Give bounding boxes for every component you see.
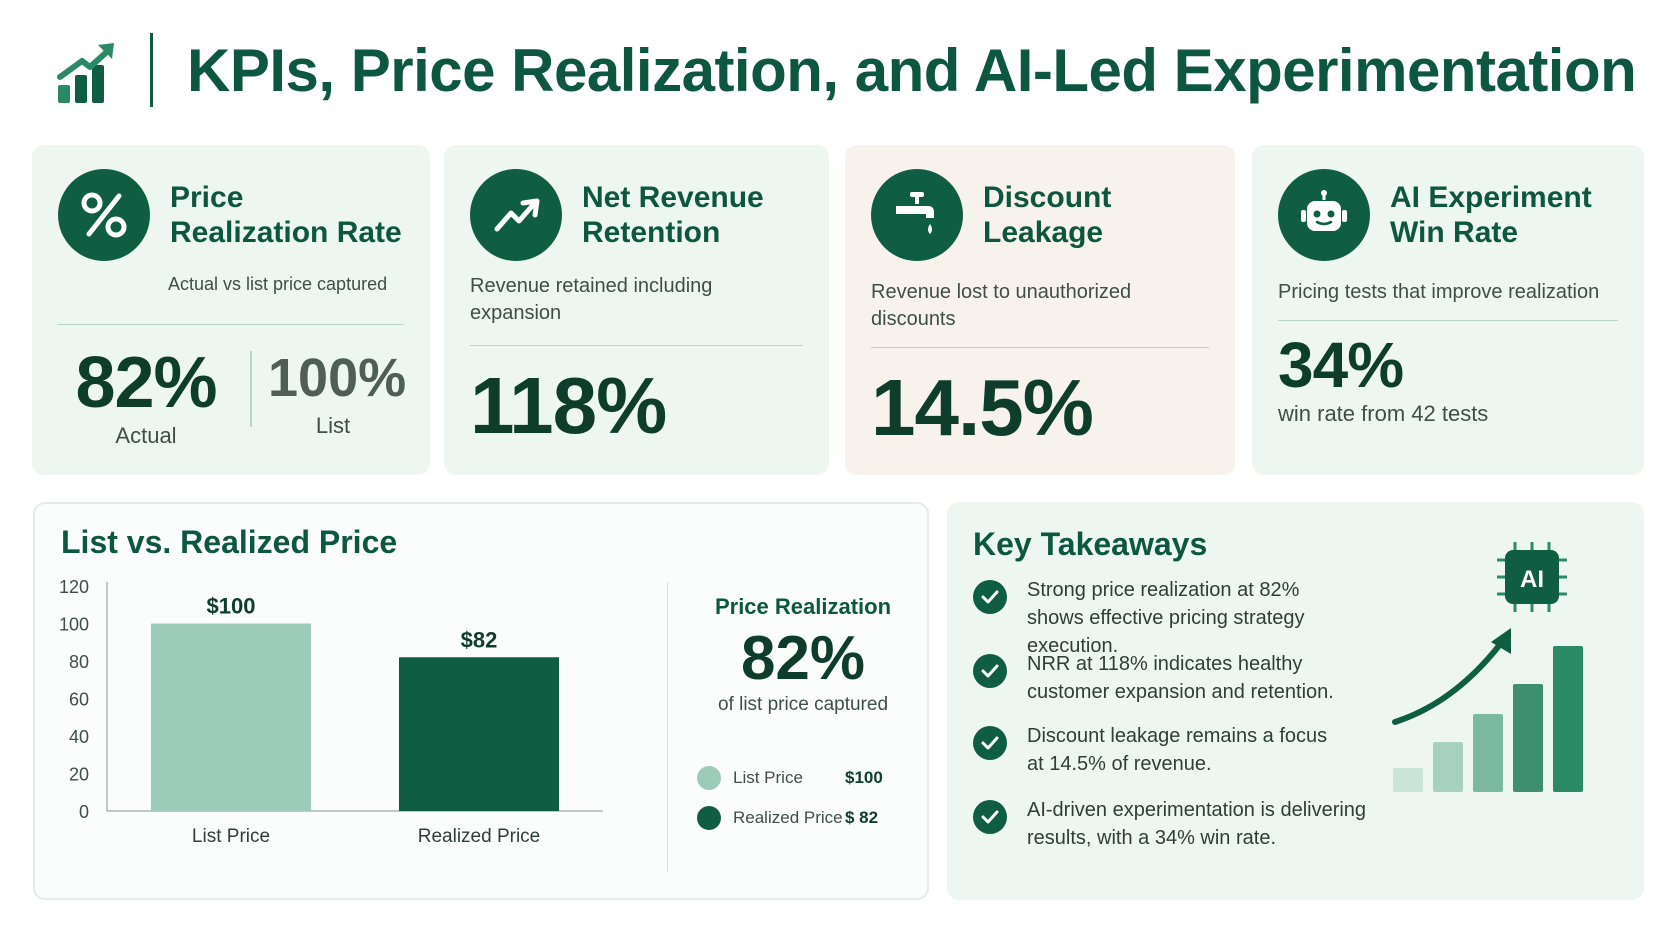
y-tick-label: 0: [79, 802, 89, 822]
ai-chip-icon: AI: [1497, 542, 1567, 612]
check-icon: [973, 800, 1007, 834]
robot-icon: [1278, 169, 1370, 261]
takeaways-title: Key Takeaways: [973, 526, 1208, 562]
nrr-value: 118%: [470, 361, 667, 450]
bar: [399, 657, 559, 811]
list-label: List: [315, 413, 351, 438]
page-title: KPIs, Price Realization, and AI-Led Expe…: [187, 36, 1637, 104]
list-value: 100%: [268, 348, 407, 408]
y-tick-label: 80: [69, 652, 89, 672]
ai-badge-label: AI: [1520, 566, 1544, 593]
takeaway-line: NRR at 118% indicates healthy: [1027, 653, 1303, 675]
kpi-card-price-realization: Price Realization Rate Actual vs list pr…: [32, 145, 430, 475]
summary-box: Price Realization 82% of list price capt…: [695, 594, 911, 716]
legend-swatch: [697, 766, 721, 790]
kpi-divider: [1278, 320, 1618, 321]
takeaways-panel: Key Takeaways Strong price realization a…: [947, 502, 1644, 900]
check-icon: [973, 580, 1007, 614]
ai-sub: win rate from 42 tests: [1278, 401, 1489, 426]
actual-value: 82%: [75, 343, 217, 423]
bar-data-label: $82: [461, 627, 498, 652]
y-tick-label: 120: [59, 577, 89, 597]
legend-item-realized: Realized Price $ 82: [697, 798, 883, 838]
takeaway-line: AI-driven experimentation is delivering: [1027, 799, 1367, 821]
takeaway-line: shows effective pricing strategy executi…: [1027, 607, 1305, 657]
chart-title: List vs. Realized Price: [61, 524, 398, 560]
actual-label: Actual: [115, 423, 177, 448]
takeaway-line: Discount leakage remains a focus: [1027, 725, 1328, 747]
kpi-title: Discount Leakage: [983, 181, 1112, 249]
summary-title: Price Realization: [714, 594, 892, 619]
takeaway-line: Strong price realization at 82%: [1027, 579, 1300, 601]
bar: [151, 623, 311, 811]
bar-chart: 0 20 40 60 80 100 120 $100 List Price $82 Realized…: [59, 577, 603, 847]
kpi-card-discount-leakage: Discount Leakage Revenue lost to unautho…: [845, 145, 1235, 475]
header: KPIs, Price Realization, and AI-Led Expe…: [56, 30, 1637, 110]
legend-value: $100: [845, 768, 883, 787]
takeaway-item: NRR at 118% indicates healthy customer ex…: [973, 650, 1397, 706]
discount-value: 14.5%: [871, 363, 1094, 452]
growth-illustration: AI: [1392, 542, 1583, 792]
takeaway-line: at 14.5% of revenue.: [1027, 753, 1212, 775]
kpi-desc: Actual vs list price captured: [168, 274, 388, 294]
chart-panel: List vs. Realized Price 0 20 40 60 80 100 120 $…: [33, 502, 929, 900]
kpi-desc: Revenue lost to unauthorized discounts: [871, 281, 1132, 330]
x-tick-label: Realized Price: [418, 826, 541, 847]
kpi-divider: [58, 324, 404, 325]
takeaway-item: Discount leakage remains a focus at 14.5%…: [973, 722, 1397, 778]
kpi-divider: [871, 347, 1209, 348]
bar-data-label: $100: [207, 594, 256, 619]
growth-chart-icon: [57, 43, 114, 103]
takeaway-line: results, with a 34% win rate.: [1027, 827, 1276, 849]
summary-sub: of list price captured: [717, 694, 889, 715]
legend-label: List Price: [733, 768, 803, 787]
legend: List Price $100 Realized Price $ 82: [697, 758, 883, 838]
kpi-title: Net Revenue Retention: [582, 181, 764, 249]
summary-value: 82%: [740, 624, 866, 693]
kpi-card-nrr: Net Revenue Retention Revenue retained i…: [444, 145, 829, 475]
header-divider: [150, 33, 153, 107]
percent-icon: [58, 169, 150, 261]
kpi-desc: Revenue retained including expansion: [470, 275, 713, 324]
kpi-desc: Pricing tests that improve realization: [1278, 281, 1600, 303]
takeaway-item: Strong price realization at 82% shows eff…: [973, 576, 1397, 660]
y-tick-label: 100: [59, 615, 89, 635]
kpi-card-ai-win-rate: AI Experiment Win Rate Pricing tests tha…: [1252, 145, 1644, 475]
y-tick-label: 20: [69, 765, 89, 785]
check-icon: [973, 726, 1007, 760]
ai-value: 34%: [1278, 329, 1404, 401]
takeaway-item: AI-driven experimentation is delivering r…: [973, 796, 1397, 852]
y-tick-label: 60: [69, 690, 89, 710]
legend-item-list: List Price $100: [697, 758, 883, 798]
check-icon: [973, 654, 1007, 688]
kpi-divider: [470, 345, 803, 346]
kpi-title: AI Experiment Win Rate: [1390, 181, 1592, 249]
trend-up-icon: [470, 169, 562, 261]
chart-divider: [667, 582, 668, 872]
legend-swatch: [697, 806, 721, 830]
x-tick-label: List Price: [192, 826, 270, 847]
legend-label: Realized Price: [733, 808, 843, 827]
value-divider: [250, 351, 252, 427]
legend-value: $ 82: [845, 808, 879, 827]
faucet-icon: [871, 169, 963, 261]
kpi-title: Price Realization Rate: [170, 181, 402, 249]
takeaway-line: customer expansion and retention.: [1027, 681, 1334, 703]
y-tick-label: 40: [69, 727, 89, 747]
